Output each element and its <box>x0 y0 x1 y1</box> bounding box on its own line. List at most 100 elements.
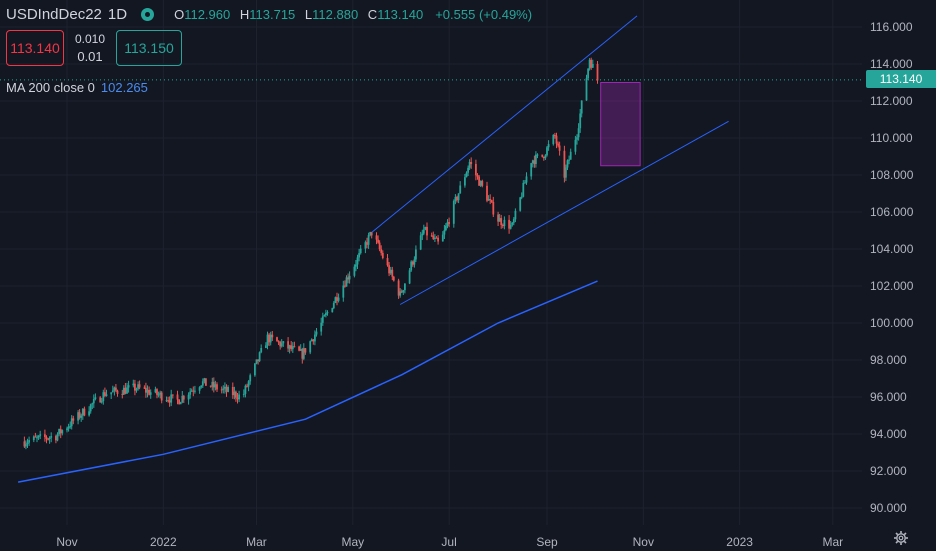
candle-body <box>89 404 92 412</box>
candle-body <box>32 436 35 441</box>
candle-body <box>276 337 278 342</box>
candle-body <box>160 392 163 401</box>
candle-body <box>367 235 370 245</box>
candle-body <box>342 285 345 298</box>
candle-body <box>321 316 324 323</box>
candle-body <box>170 394 173 403</box>
candle-body <box>236 397 239 400</box>
candle-body <box>111 390 114 393</box>
time-tick-label: May <box>341 535 364 549</box>
candle-body <box>92 399 95 404</box>
candle-body <box>268 334 270 343</box>
candle-body <box>378 242 381 250</box>
candle-body <box>45 437 48 439</box>
candle-body <box>554 135 556 136</box>
candle-body <box>565 167 567 178</box>
candle-body <box>415 249 417 260</box>
candle-body <box>487 199 490 201</box>
candle-body <box>269 334 272 343</box>
channel-lower-line <box>399 120 729 305</box>
trade-panel: 113.140 0.010 0.01 113.150 <box>6 30 182 66</box>
candle-body <box>448 222 450 224</box>
candle-body <box>149 392 152 395</box>
candle-body <box>337 297 340 301</box>
indicator-legend[interactable]: MA 200 close 0 102.265 <box>6 80 148 95</box>
candle-body <box>588 59 591 69</box>
candle-body <box>489 199 492 201</box>
candle-body <box>459 185 462 194</box>
price-tick-label: 96.000 <box>870 390 907 404</box>
candle-body <box>481 180 484 186</box>
candle-body <box>176 394 179 400</box>
candle-body <box>216 384 218 390</box>
price-tick-label: 104.000 <box>870 242 914 256</box>
candle-body <box>465 172 468 178</box>
candle-body <box>132 383 135 386</box>
candle-body <box>290 345 293 350</box>
candle-body <box>214 384 217 388</box>
drawings-layer <box>371 15 729 305</box>
candle-body <box>69 426 72 428</box>
candle-body <box>61 430 64 434</box>
candle-body <box>353 266 356 276</box>
candle-body <box>258 352 261 362</box>
candle-body <box>454 197 457 201</box>
sell-button[interactable]: 113.140 <box>6 30 64 66</box>
candle-body <box>81 408 84 416</box>
buy-button[interactable]: 113.150 <box>116 30 182 66</box>
candle-body <box>135 388 138 391</box>
candle-body <box>424 226 427 230</box>
candle-body <box>110 392 113 395</box>
candle-body <box>121 393 124 395</box>
candle-body <box>178 399 180 405</box>
candle-body <box>127 385 130 388</box>
candle-body <box>279 341 282 347</box>
candle-body <box>410 261 413 271</box>
candle-body <box>244 385 247 394</box>
candle-body <box>421 233 424 236</box>
candle-body <box>419 235 422 250</box>
candle-body <box>525 176 528 183</box>
candle-body <box>70 418 73 427</box>
candle-body <box>137 384 139 389</box>
candle-body <box>50 436 53 438</box>
spread-bottom: 0.01 <box>77 49 103 64</box>
candle-body <box>288 345 291 349</box>
candle-body <box>59 428 62 434</box>
candle-body <box>478 176 480 186</box>
ma-200-layer <box>17 280 598 483</box>
candle-body <box>247 381 250 387</box>
candle-body <box>287 341 289 349</box>
candle-body <box>83 408 86 416</box>
candle-body <box>520 196 523 198</box>
candle-body <box>148 389 150 395</box>
low-value: 112.880 <box>312 7 359 22</box>
candle-body <box>577 128 580 138</box>
price-tick-label: 112.000 <box>870 94 913 108</box>
candle-body <box>249 375 252 382</box>
candle-body <box>182 395 185 400</box>
candle-body <box>56 434 59 441</box>
candle-body <box>238 394 240 400</box>
candle-body <box>48 437 51 439</box>
candle-body <box>231 387 234 396</box>
candle-body <box>392 276 395 281</box>
interval-label[interactable]: 1D <box>107 6 128 23</box>
candle-body <box>557 143 559 146</box>
candle-body <box>80 415 83 418</box>
candle-body <box>434 237 436 239</box>
candle-body <box>501 225 504 227</box>
candle-body <box>94 397 97 399</box>
gear-icon[interactable] <box>893 530 909 546</box>
candle-body <box>58 428 60 435</box>
candle-body <box>508 219 510 229</box>
candle-body <box>531 160 534 164</box>
symbol-name[interactable]: USDIndDec22 <box>6 6 102 23</box>
candle-body <box>293 346 296 348</box>
price-axis: 116.000 114.000 112.000 110.000 108.000 106.0… <box>870 20 914 515</box>
candle-body <box>260 348 263 353</box>
candle-body <box>391 269 394 277</box>
candle-body <box>242 393 245 395</box>
candle-body <box>36 437 38 439</box>
